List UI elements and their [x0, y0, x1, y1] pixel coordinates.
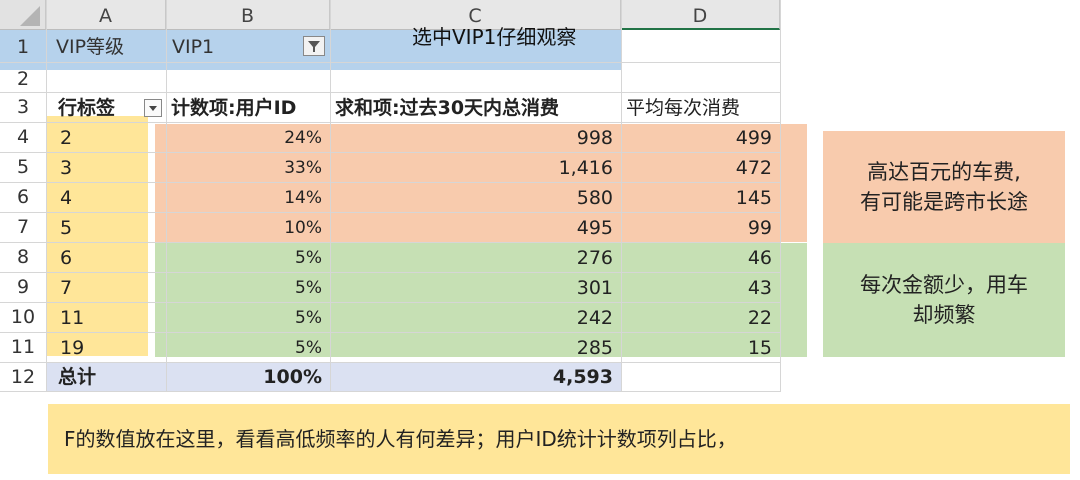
avg-cell[interactable]: 499 — [735, 127, 772, 149]
row-label-cell[interactable]: 19 — [60, 337, 85, 359]
row-header[interactable]: 12 — [10, 366, 36, 388]
callout-select-vip1: 选中VIP1仔细观察 — [412, 25, 577, 49]
note-green: 每次金额少，用车 却频繁 — [823, 243, 1065, 357]
avg-cell[interactable]: 472 — [735, 157, 772, 179]
note-orange: 高达百元的车费, 有可能是跨市长途 — [823, 131, 1065, 243]
row-header[interactable]: 1 — [16, 36, 30, 58]
row-header[interactable]: 5 — [16, 156, 30, 178]
total-cell[interactable]: 276 — [576, 247, 613, 269]
avg-cell[interactable]: 43 — [747, 277, 772, 299]
filter-funnel-icon — [308, 41, 320, 52]
header-count: 计数项:用户ID — [171, 97, 297, 119]
avg-cell[interactable]: 46 — [747, 247, 772, 269]
row-header[interactable]: 6 — [16, 186, 30, 208]
filter-label[interactable]: VIP等级 — [56, 36, 125, 58]
pct-cell[interactable]: 14% — [284, 188, 322, 208]
total-cell[interactable]: 285 — [576, 337, 613, 359]
total-row-fill — [46, 362, 621, 392]
avg-cell[interactable]: 145 — [735, 187, 772, 209]
total-cell[interactable]: 495 — [576, 217, 613, 239]
row-header[interactable]: 9 — [16, 276, 30, 298]
column-header-c[interactable]: C — [330, 0, 621, 30]
pct-cell[interactable]: 5% — [295, 338, 322, 358]
row-label-cell[interactable]: 5 — [60, 217, 73, 239]
filter-dropdown-button[interactable] — [303, 36, 325, 56]
total-cell[interactable]: 301 — [576, 277, 613, 299]
header-sum: 求和项:过去30天内总消费 — [335, 97, 560, 119]
row-label-dropdown-button[interactable] — [144, 99, 162, 117]
spreadsheet: A B C D 1 2 3 4 5 6 7 8 9 10 11 12 VIP等级… — [0, 0, 807, 392]
bottom-note: F的数值放在这里，看看高低频率的人有何差异；用户ID统计计数项列占比， — [48, 404, 1070, 474]
row-header[interactable]: 11 — [10, 336, 36, 358]
row-label-cell[interactable]: 4 — [60, 187, 73, 209]
total-pct[interactable]: 100% — [263, 366, 322, 388]
bottom-note-text: F的数值放在这里，看看高低频率的人有何差异；用户ID统计计数项列占比， — [64, 427, 737, 451]
pct-cell[interactable]: 10% — [284, 218, 322, 238]
pct-cell[interactable]: 5% — [295, 248, 322, 268]
avg-cell[interactable]: 22 — [747, 307, 772, 329]
total-cell[interactable]: 1,416 — [558, 157, 613, 179]
row-label-cell[interactable]: 11 — [60, 307, 85, 329]
pct-cell[interactable]: 5% — [295, 308, 322, 328]
corner-select-all[interactable] — [0, 0, 46, 30]
row-label-cell[interactable]: 2 — [60, 127, 73, 149]
row-header[interactable]: 10 — [10, 306, 36, 328]
row-header[interactable]: 2 — [16, 68, 30, 90]
green-highlight — [155, 243, 807, 357]
pct-cell[interactable]: 24% — [284, 128, 322, 148]
row-label-cell[interactable]: 6 — [60, 247, 73, 269]
note-green-line2: 却频繁 — [912, 303, 976, 327]
pct-cell[interactable]: 33% — [284, 158, 322, 178]
row-header[interactable]: 8 — [16, 246, 30, 268]
select-all-triangle-icon — [20, 6, 40, 26]
avg-cell[interactable]: 15 — [747, 337, 772, 359]
total-cell[interactable]: 998 — [576, 127, 613, 149]
row-header[interactable]: 7 — [16, 216, 30, 238]
avg-cell[interactable]: 99 — [747, 217, 772, 239]
pct-cell[interactable]: 5% — [295, 278, 322, 298]
row-label-cell[interactable]: 7 — [60, 277, 73, 299]
note-green-line1: 每次金额少，用车 — [860, 273, 1028, 297]
header-row-label: 行标签 — [58, 97, 116, 119]
header-avg: 平均每次消费 — [626, 97, 741, 119]
yellow-highlight — [46, 116, 148, 356]
total-label[interactable]: 总计 — [58, 366, 97, 388]
total-cell[interactable]: 580 — [576, 187, 613, 209]
total-sum[interactable]: 4,593 — [552, 366, 613, 388]
total-cell[interactable]: 242 — [576, 307, 613, 329]
row-header[interactable]: 3 — [16, 96, 30, 118]
column-header-d[interactable]: D — [621, 0, 780, 30]
chevron-down-icon — [149, 106, 157, 111]
note-orange-line1: 高达百元的车费, — [867, 160, 1021, 184]
column-header-a[interactable]: A — [46, 0, 166, 30]
row-label-cell[interactable]: 3 — [60, 157, 73, 179]
orange-highlight — [155, 124, 807, 242]
filter-value[interactable]: VIP1 — [172, 36, 215, 58]
note-orange-line2: 有可能是跨市长途 — [860, 190, 1028, 214]
row-header[interactable]: 4 — [16, 126, 30, 148]
column-header-b[interactable]: B — [166, 0, 330, 30]
